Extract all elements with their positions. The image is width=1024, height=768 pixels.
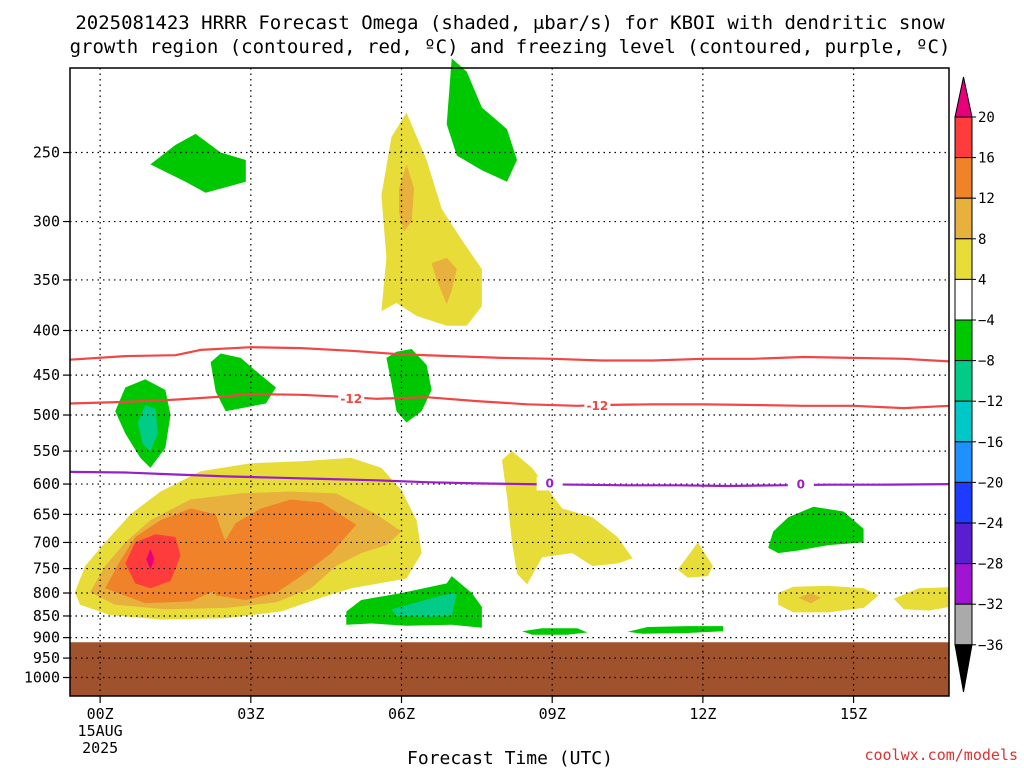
contour-label-0: -12 xyxy=(340,392,362,406)
omega-region--4-14 xyxy=(150,133,246,193)
omega-region-4-13 xyxy=(893,587,949,611)
contour-label-bg-0 xyxy=(338,391,365,406)
y-tick-label-650: 650 xyxy=(33,505,60,523)
omega-region--4-24 xyxy=(768,506,864,554)
y-tick-label-850: 850 xyxy=(33,607,60,625)
colorbar-bin-8 xyxy=(954,441,973,483)
omega-region-12-3 xyxy=(210,499,357,600)
omega-region--4-19 xyxy=(386,349,432,423)
colorbar-bin-4 xyxy=(954,278,973,321)
colorbar-bottom-arrow xyxy=(954,644,973,693)
chart-title-line-1: 2025081423 HRRR Forecast Omega (shaded, … xyxy=(75,12,945,34)
colorbar-label-4: 4 xyxy=(978,272,986,288)
y-tick-label-800: 800 xyxy=(33,584,60,602)
colorbar-label-7: −12 xyxy=(978,394,1003,410)
temperature-contours xyxy=(69,346,950,488)
y-tick-label-750: 750 xyxy=(33,560,60,578)
omega-region-4-11 xyxy=(778,585,879,613)
terrain-fill xyxy=(70,642,949,696)
contour-label-bg-2 xyxy=(536,476,563,491)
colorbar-top-arrow xyxy=(954,76,973,118)
colorbar-label-13: −36 xyxy=(978,638,1003,654)
contour--12-1 xyxy=(69,392,950,410)
colorbar-bin-1 xyxy=(954,157,973,199)
omega-region--4-23 xyxy=(627,626,723,634)
colorbar-label-11: −28 xyxy=(978,557,1003,573)
colorbar-label-8: −16 xyxy=(978,435,1003,451)
colorbar-bin-3 xyxy=(954,238,973,280)
contour--12-0 xyxy=(69,346,950,363)
x-tick-label-03Z: 03Z xyxy=(237,705,264,723)
plot-area: -12 -12 0 0 xyxy=(69,58,950,697)
y-tick-label-450: 450 xyxy=(33,366,60,384)
y-axis-ticks: 250 300 350 400 450 500 550 600 650 700 750 800 850 9… xyxy=(24,144,70,687)
chart-title-line-2: growth region (contoured, red, ºC) and f… xyxy=(70,36,951,58)
contour-label-3: 0 xyxy=(797,478,805,492)
x-tick-label-06Z: 06Z xyxy=(388,705,415,723)
y-tick-label-350: 350 xyxy=(33,271,60,289)
colorbar-bin-10 xyxy=(954,522,973,565)
colorbar-label-6: −8 xyxy=(978,354,995,370)
contour-label-bg-3 xyxy=(787,477,814,492)
y-tick-label-700: 700 xyxy=(33,533,60,551)
x-tick-label-12Z: 12Z xyxy=(689,705,716,723)
colorbar-label-10: −24 xyxy=(978,516,1003,532)
colorbar-bin-9 xyxy=(954,481,973,524)
colorbar-label-3: 8 xyxy=(978,232,986,248)
colorbar: 20 16 12 8 4 −4 −8 −12 −16 −20 −24 −28 −32 −36 xyxy=(954,76,1003,693)
omega-region-20-5 xyxy=(146,548,155,570)
credit-text: coolwx.com/models xyxy=(864,746,1018,764)
x-axis-label: Forecast Time (UTC) xyxy=(407,748,613,768)
colorbar-label-0: 20 xyxy=(978,110,995,126)
omega-region-8-8 xyxy=(431,257,457,304)
x-tick-label-00Z: 00Z xyxy=(87,705,114,723)
omega-region--4-22 xyxy=(522,628,588,635)
omega-region--4-15 xyxy=(446,58,517,182)
colorbar-label-9: −20 xyxy=(978,475,1003,491)
omega-region--8-21 xyxy=(391,593,457,617)
contour-label-bg-1 xyxy=(584,398,611,413)
y-tick-label-600: 600 xyxy=(33,475,60,493)
colorbar-label-12: −32 xyxy=(978,597,1003,613)
omega-shaded-regions xyxy=(75,58,949,635)
y-tick-label-950: 950 xyxy=(33,649,60,667)
contour-0-2 xyxy=(69,470,950,488)
y-tick-label-1000: 1000 xyxy=(24,669,60,687)
colorbar-bin-2 xyxy=(954,197,973,240)
colorbar-label-5: −4 xyxy=(978,313,995,329)
colorbar-label-2: 12 xyxy=(978,191,995,207)
colorbar-bin-5 xyxy=(954,319,973,362)
colorbar-bin-7 xyxy=(954,400,973,443)
colorbar-bin-12 xyxy=(954,603,973,646)
x-tick-date: 15AUG xyxy=(78,722,123,740)
contour-label-2: 0 xyxy=(546,476,554,490)
terrain xyxy=(70,642,949,696)
omega-region--8-17 xyxy=(137,405,158,452)
plot-border xyxy=(69,67,950,697)
x-tick-year: 2025 xyxy=(82,739,118,757)
omega-region-8-12 xyxy=(798,593,821,604)
y-tick-label-550: 550 xyxy=(33,442,60,460)
y-tick-label-250: 250 xyxy=(33,144,60,162)
y-tick-label-500: 500 xyxy=(33,406,60,424)
omega-region-8-7 xyxy=(399,164,415,232)
colorbar-bin-11 xyxy=(954,563,973,605)
x-tick-label-15Z: 15Z xyxy=(840,705,867,723)
contour-labels: -12 -12 0 0 xyxy=(338,391,814,492)
y-tick-label-300: 300 xyxy=(33,213,60,231)
y-tick-label-400: 400 xyxy=(33,322,60,340)
colorbar-bin-6 xyxy=(954,360,973,402)
colorbar-bin-0 xyxy=(954,116,973,159)
x-tick-label-09Z: 09Z xyxy=(539,705,566,723)
y-tick-label-900: 900 xyxy=(33,629,60,647)
colorbar-label-1: 16 xyxy=(978,151,995,167)
contour-label-1: -12 xyxy=(587,399,609,413)
